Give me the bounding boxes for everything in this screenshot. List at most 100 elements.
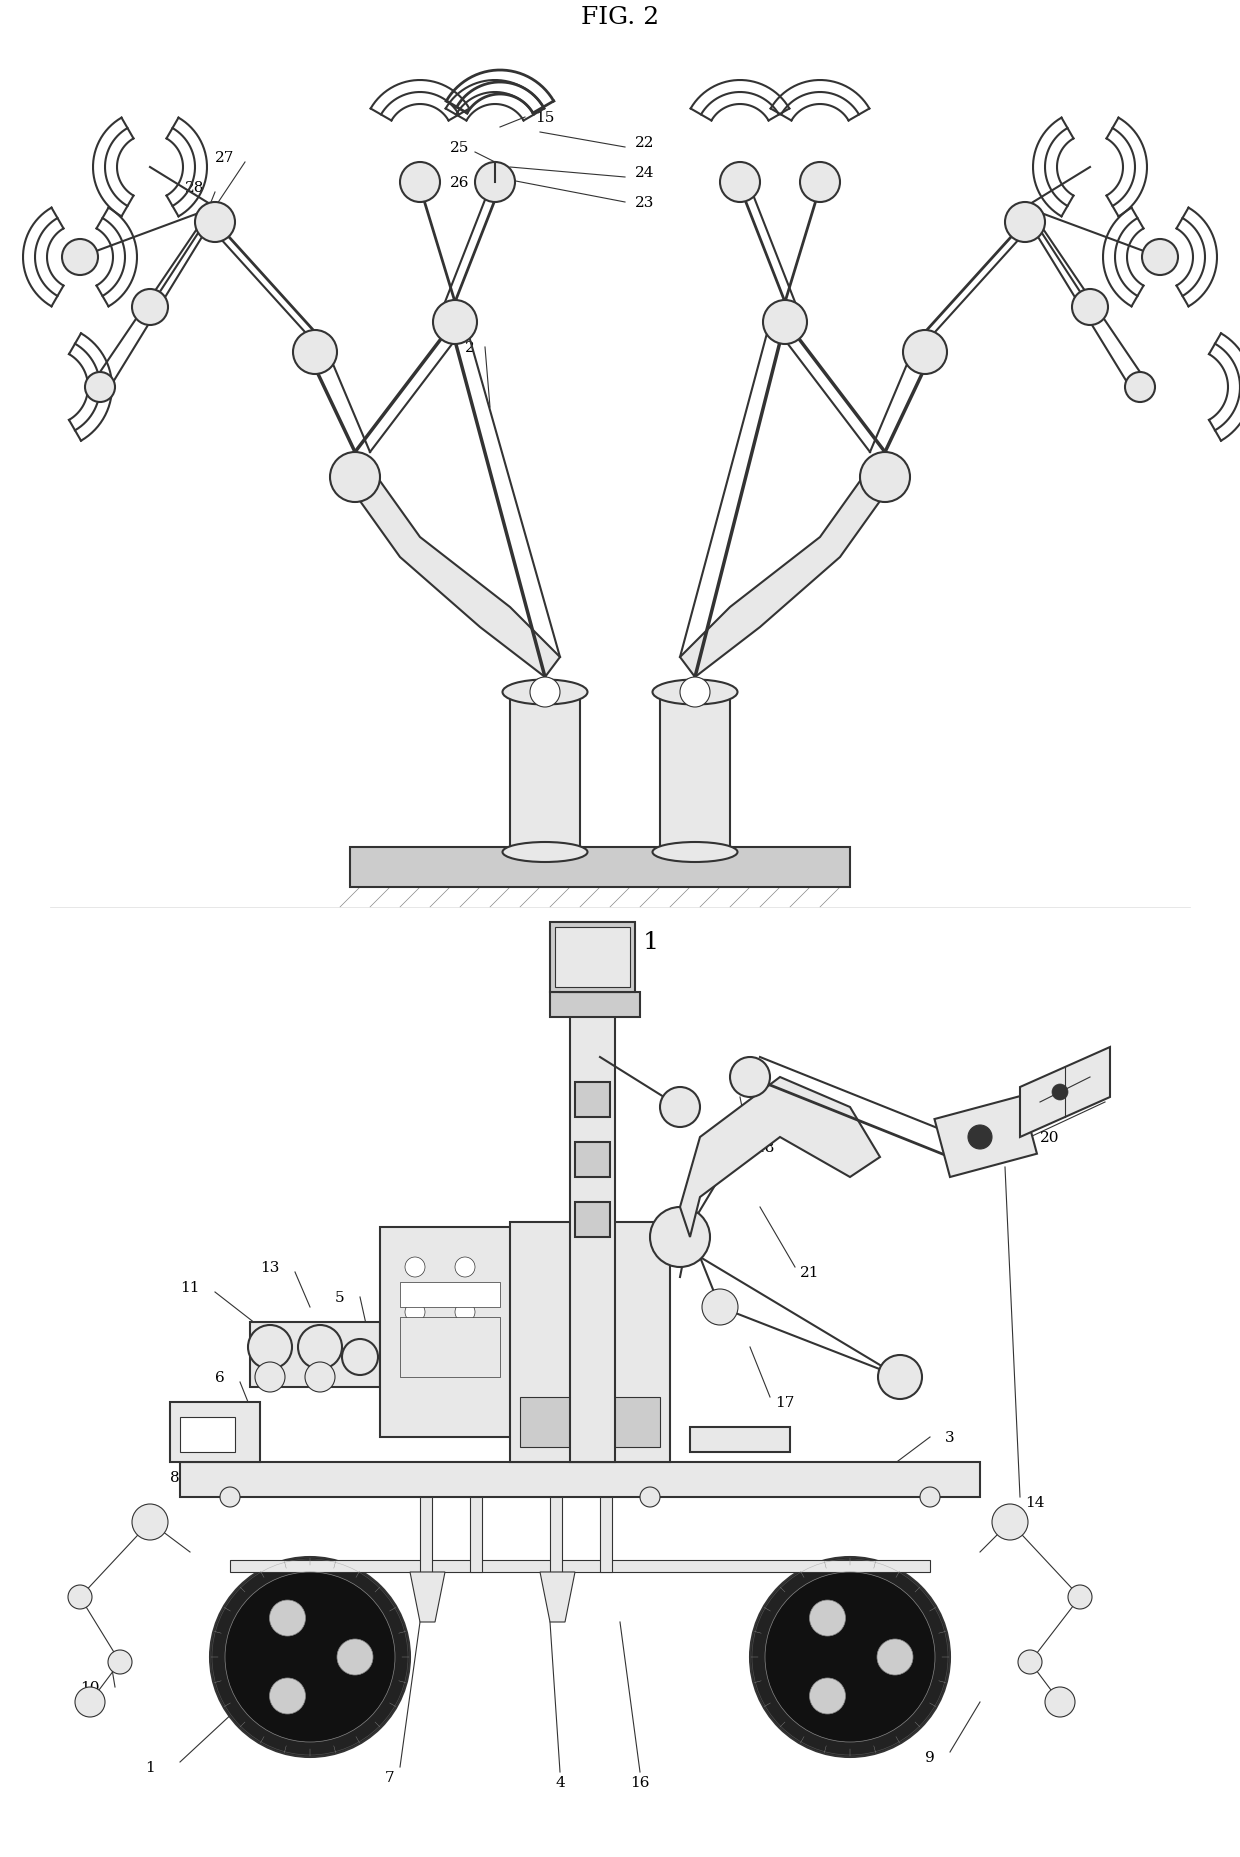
Circle shape (269, 1679, 305, 1714)
Bar (551, 1497, 562, 1573)
Circle shape (992, 1504, 1028, 1539)
Circle shape (86, 371, 115, 401)
Polygon shape (680, 466, 890, 678)
Bar (350, 847, 849, 888)
Circle shape (920, 1487, 940, 1508)
Circle shape (1052, 1084, 1068, 1099)
Circle shape (224, 1573, 396, 1742)
Circle shape (1004, 202, 1045, 241)
Text: 24: 24 (635, 165, 655, 180)
Bar (510, 1222, 670, 1461)
Circle shape (74, 1686, 105, 1718)
Circle shape (861, 451, 910, 501)
Circle shape (800, 162, 839, 202)
Bar (170, 1402, 260, 1461)
Circle shape (455, 1302, 475, 1322)
Ellipse shape (502, 841, 588, 862)
Text: 16: 16 (630, 1775, 650, 1790)
Bar (229, 1560, 930, 1573)
Circle shape (810, 1601, 846, 1636)
Bar (935, 1096, 1037, 1177)
Circle shape (1125, 371, 1154, 401)
Circle shape (405, 1257, 425, 1278)
Bar (470, 1497, 482, 1573)
Bar (575, 1142, 610, 1177)
Circle shape (293, 331, 337, 373)
Polygon shape (539, 1573, 575, 1621)
Circle shape (533, 680, 557, 704)
Circle shape (305, 1361, 335, 1393)
Circle shape (131, 290, 167, 325)
Bar (551, 921, 635, 992)
Text: 14: 14 (1025, 1497, 1045, 1510)
Polygon shape (1021, 1047, 1110, 1136)
Text: 6: 6 (215, 1370, 224, 1385)
Bar (180, 1417, 236, 1452)
Bar (600, 1497, 613, 1573)
Circle shape (968, 1125, 992, 1149)
Ellipse shape (502, 680, 588, 704)
Bar (520, 1396, 660, 1447)
Circle shape (810, 1679, 846, 1714)
Text: 1: 1 (145, 1760, 155, 1775)
Circle shape (878, 1356, 923, 1398)
Circle shape (330, 451, 379, 501)
Circle shape (720, 162, 760, 202)
Bar (551, 992, 640, 1018)
Circle shape (475, 162, 515, 202)
Text: 13: 13 (260, 1261, 280, 1276)
Circle shape (255, 1361, 285, 1393)
Bar (570, 1012, 615, 1461)
Bar (379, 1227, 520, 1437)
Text: 26: 26 (450, 176, 470, 189)
Text: 27: 27 (216, 150, 234, 165)
Circle shape (195, 202, 236, 241)
Bar (556, 927, 630, 988)
Text: 2: 2 (505, 1270, 515, 1285)
Circle shape (702, 1289, 738, 1326)
Circle shape (903, 331, 947, 373)
Circle shape (401, 162, 440, 202)
Text: 12: 12 (401, 1252, 420, 1265)
Ellipse shape (652, 680, 738, 704)
Text: 8: 8 (170, 1471, 180, 1486)
Circle shape (640, 1487, 660, 1508)
Text: 18: 18 (755, 1140, 775, 1155)
Bar (560, 932, 630, 992)
Circle shape (750, 1556, 950, 1757)
Text: 19: 19 (1040, 1081, 1060, 1096)
Text: 10: 10 (81, 1681, 99, 1695)
Circle shape (405, 1302, 425, 1322)
Bar (660, 696, 730, 847)
Circle shape (765, 1573, 935, 1742)
Text: 23: 23 (635, 197, 655, 210)
Text: 21: 21 (800, 1266, 820, 1279)
Bar (250, 1322, 379, 1387)
Text: FIG. 1: FIG. 1 (582, 930, 658, 953)
Circle shape (680, 678, 711, 708)
Polygon shape (350, 466, 560, 678)
Circle shape (1073, 290, 1109, 325)
Text: 15: 15 (536, 111, 554, 124)
Circle shape (337, 1640, 373, 1675)
Text: 4: 4 (556, 1775, 565, 1790)
Circle shape (298, 1326, 342, 1369)
Circle shape (269, 1601, 305, 1636)
Ellipse shape (652, 841, 738, 862)
Circle shape (131, 1504, 167, 1539)
Circle shape (405, 1346, 425, 1367)
Circle shape (683, 680, 707, 704)
Text: 20: 20 (1040, 1131, 1060, 1146)
Circle shape (108, 1651, 131, 1673)
Circle shape (1068, 1586, 1092, 1608)
Circle shape (433, 301, 477, 344)
Text: 17: 17 (775, 1396, 795, 1409)
Text: 7: 7 (386, 1772, 394, 1785)
Polygon shape (680, 1077, 880, 1237)
Bar (180, 1461, 980, 1497)
Circle shape (210, 1556, 410, 1757)
Circle shape (730, 1057, 770, 1097)
Text: 15: 15 (595, 1042, 615, 1055)
Circle shape (763, 301, 807, 344)
Text: FIG. 2: FIG. 2 (580, 6, 660, 28)
